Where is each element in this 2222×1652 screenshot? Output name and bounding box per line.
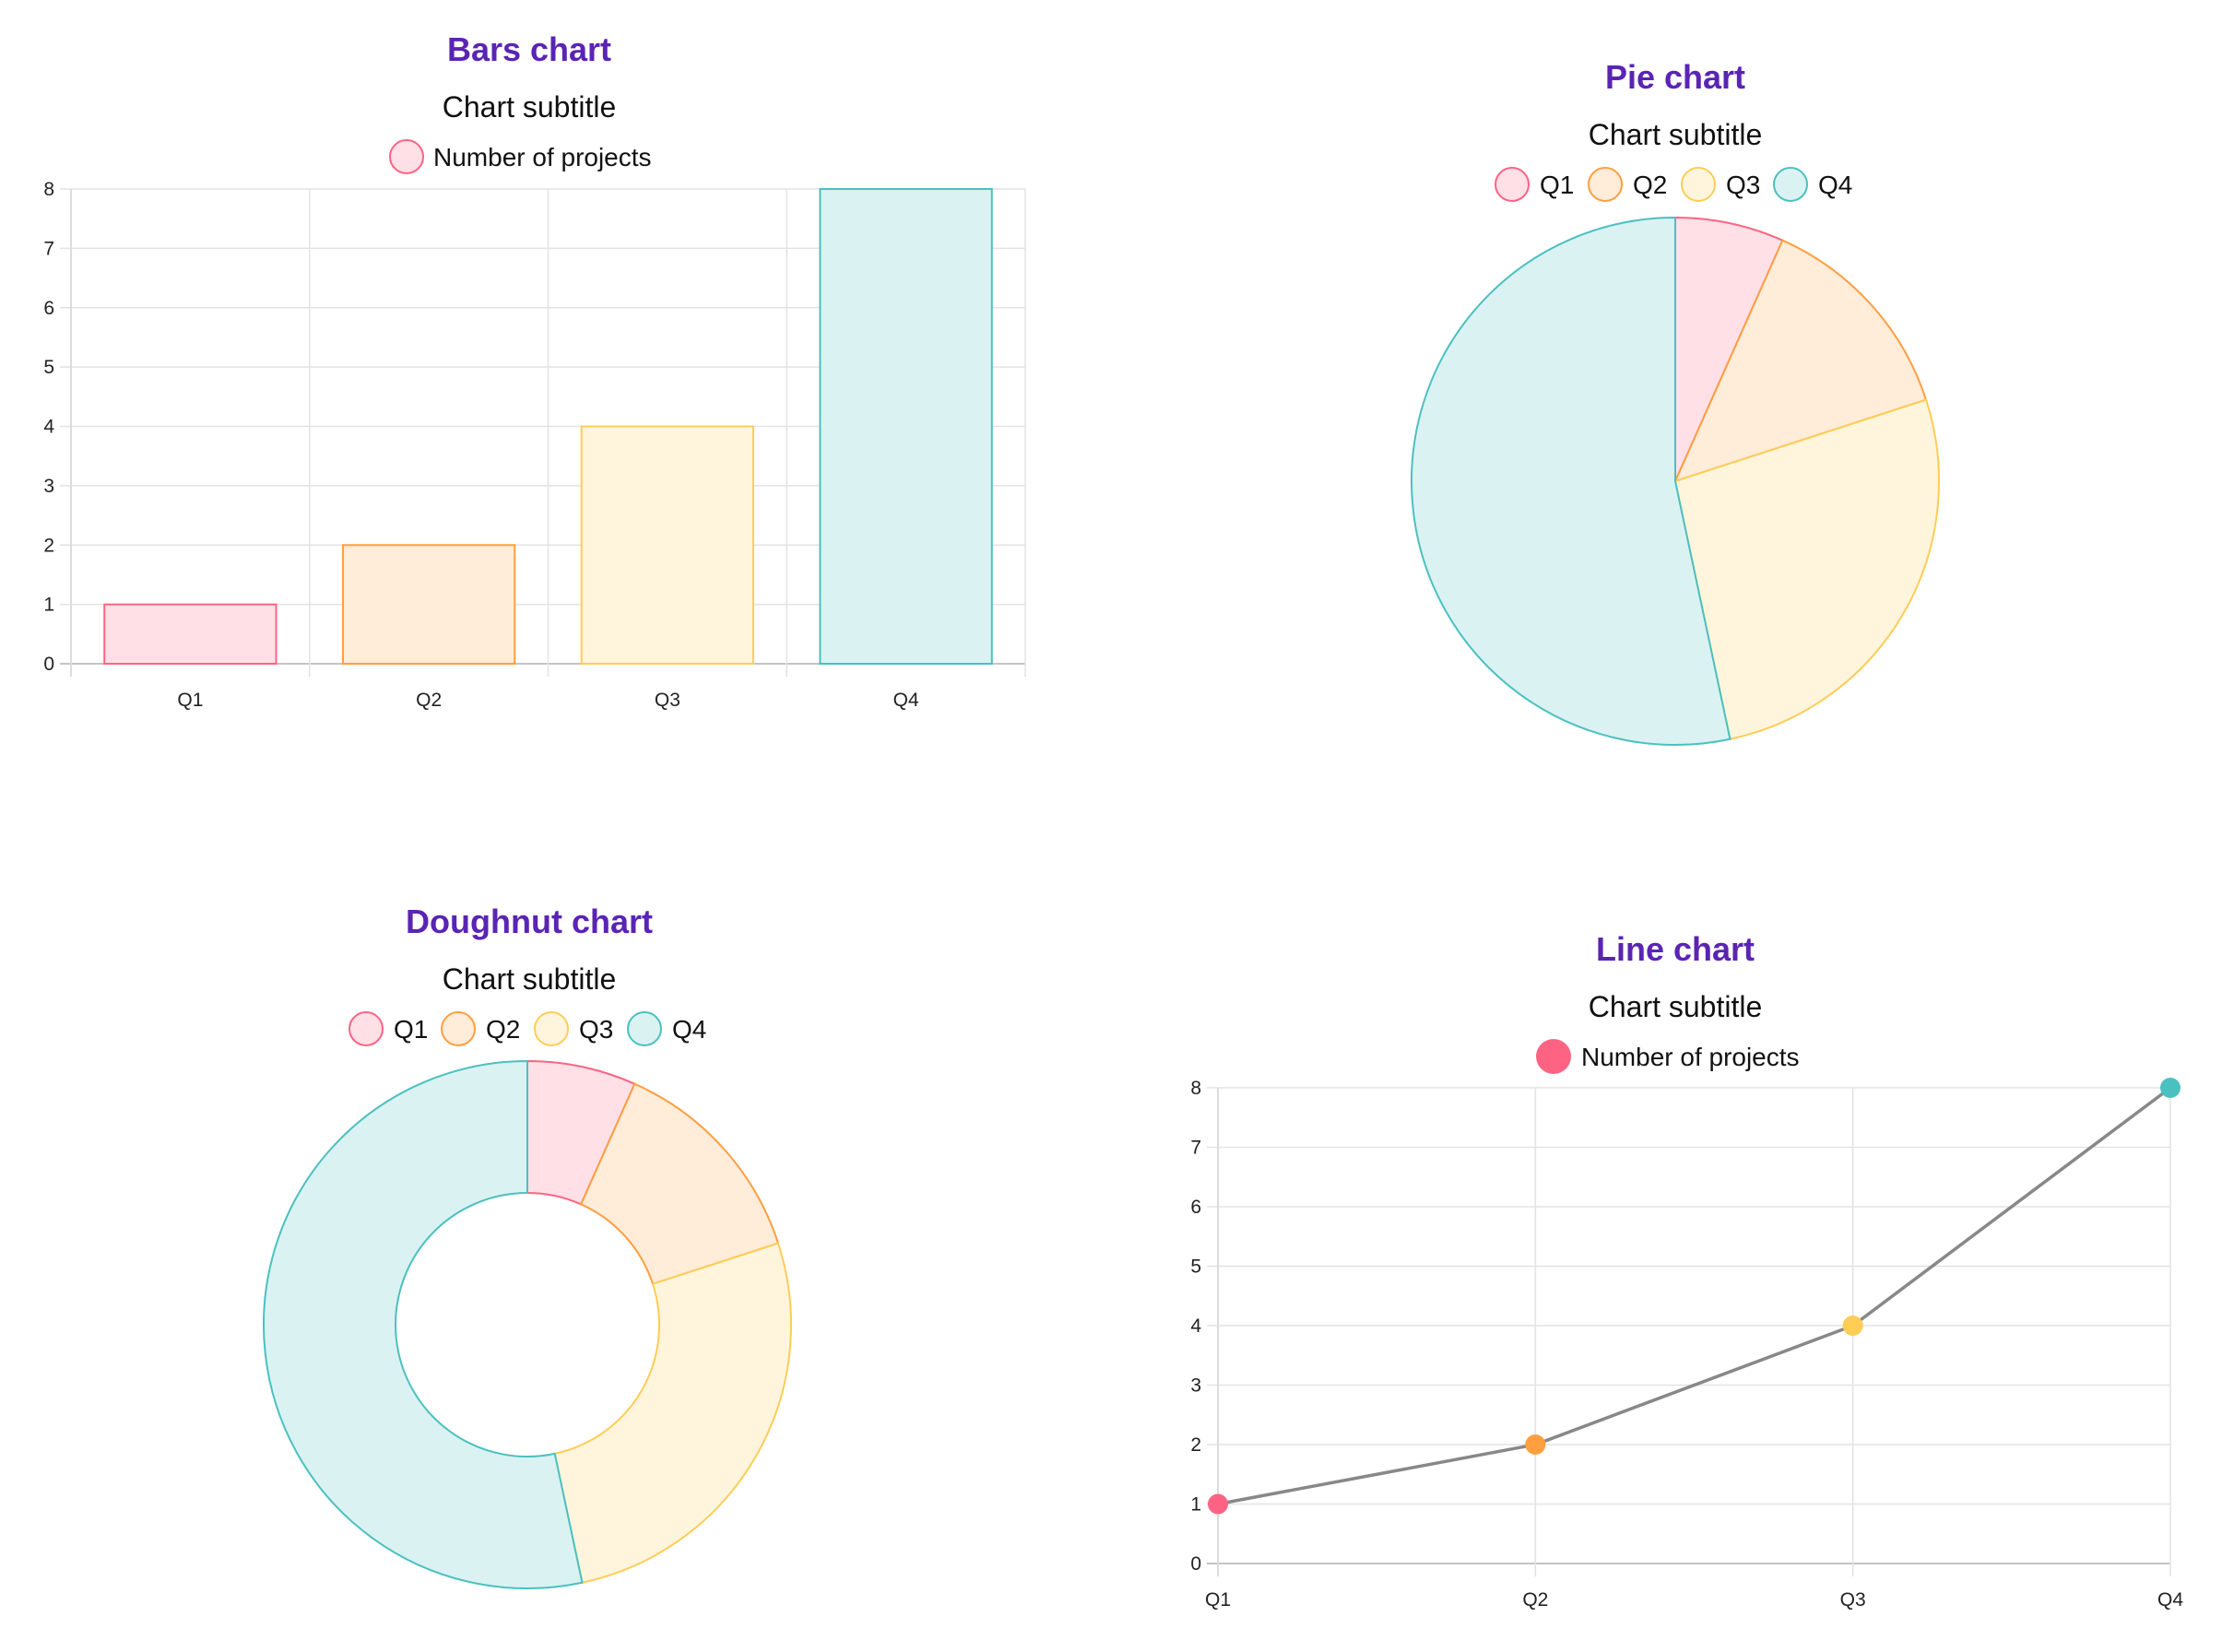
legend-label-q1[interactable]: Q1 [1540, 171, 1574, 199]
bar-chart-x-axis: Q1 Q2 Q3 Q4 [177, 690, 919, 711]
bar-q1[interactable] [103, 603, 278, 665]
slice-q2[interactable] [1673, 239, 1928, 483]
line-chart-grid [1207, 1087, 2171, 1576]
legend-swatch-q4[interactable] [1773, 167, 1808, 202]
line-chart: Line chart Chart subtitle Number of proj… [1190, 930, 2183, 1611]
doughnut-chart-title: Doughnut chart [406, 903, 653, 940]
legend-swatch-number-of-projects[interactable] [389, 139, 424, 174]
point-q3[interactable] [1842, 1316, 1863, 1336]
y-tick-label: 5 [43, 357, 54, 378]
doughnut-chart-legend: Q1 Q2 Q3 Q4 [349, 1011, 706, 1046]
legend-swatch-q2[interactable] [1588, 167, 1623, 202]
y-tick-label: 4 [1190, 1316, 1201, 1337]
bar-chart: Bars chart Chart subtitle Number of proj… [43, 30, 1026, 711]
legend-label-q1[interactable]: Q1 [394, 1015, 428, 1044]
doughnut-chart: Doughnut chart Chart subtitle Q1 Q2 Q3 Q… [263, 903, 792, 1589]
pie-chart-title: Pie chart [1605, 58, 1745, 96]
y-tick-label: 1 [43, 595, 54, 616]
legend-label-q2[interactable]: Q2 [1633, 171, 1667, 199]
legend-label-q4[interactable]: Q4 [672, 1015, 706, 1044]
point-q1[interactable] [1208, 1493, 1228, 1515]
y-tick-label: 0 [43, 654, 54, 675]
bar-chart-y-axis: 0 1 2 3 4 5 6 7 8 [43, 179, 54, 675]
line-chart-x-axis: Q1 Q2 Q3 Q4 [1205, 1589, 2183, 1611]
y-tick-label: 7 [43, 238, 54, 259]
legend-swatch-q3[interactable] [1681, 167, 1716, 202]
line-chart-legend: Number of projects [1536, 1039, 1800, 1074]
y-tick-label: 2 [43, 535, 54, 556]
y-tick-label: 3 [43, 476, 54, 497]
doughnut-chart-slices [263, 1059, 792, 1589]
legend-swatch-q1[interactable] [349, 1011, 384, 1046]
x-tick-label-q1: Q1 [177, 690, 203, 711]
y-tick-label: 7 [1190, 1138, 1201, 1159]
bar-chart-grid [60, 188, 1026, 677]
x-tick-label-q1: Q1 [1205, 1589, 1231, 1611]
legend-label-q2[interactable]: Q2 [486, 1015, 520, 1044]
doughnut-chart-subtitle: Chart subtitle [443, 962, 617, 996]
slice-q2[interactable] [579, 1082, 780, 1286]
x-tick-label-q2: Q2 [416, 690, 442, 711]
pie-chart-subtitle: Chart subtitle [1589, 118, 1763, 151]
legend-label-q3[interactable]: Q3 [1726, 171, 1760, 199]
slice-q3[interactable] [1673, 398, 1940, 740]
bar-chart-legend: Number of projects [389, 139, 652, 174]
pie-chart: Pie chart Chart subtitle Q1 Q2 Q3 Q4 [1411, 58, 1940, 746]
bar-chart-title: Bars chart [447, 30, 611, 68]
bar-q2[interactable] [341, 544, 516, 665]
bar-chart-bars [103, 188, 993, 665]
legend-swatch-q2[interactable] [441, 1011, 476, 1046]
y-tick-label: 3 [1190, 1375, 1201, 1397]
y-tick-label: 4 [43, 417, 54, 438]
y-tick-label: 8 [1190, 1078, 1201, 1099]
y-tick-label: 5 [1190, 1257, 1201, 1278]
legend-swatch-q1[interactable] [1495, 167, 1530, 202]
x-tick-label-q4: Q4 [2157, 1589, 2183, 1611]
line-chart-title: Line chart [1596, 930, 1755, 968]
line-chart-series [1208, 1078, 2181, 1515]
y-tick-label: 0 [1190, 1553, 1201, 1575]
legend-label-number-of-projects[interactable]: Number of projects [433, 143, 652, 171]
y-tick-label: 8 [43, 179, 54, 200]
y-tick-label: 6 [43, 298, 54, 319]
line-chart-y-axis: 0 1 2 3 4 5 6 7 8 [1190, 1078, 1201, 1575]
slice-q4[interactable] [1411, 216, 1732, 746]
bar-chart-subtitle: Chart subtitle [443, 90, 617, 124]
x-tick-label-q2: Q2 [1522, 1589, 1548, 1611]
legend-label-q4[interactable]: Q4 [1818, 171, 1852, 199]
pie-chart-legend: Q1 Q2 Q3 Q4 [1495, 167, 1852, 202]
bar-q4[interactable] [819, 188, 993, 665]
legend-swatch-q3[interactable] [534, 1011, 569, 1046]
y-tick-label: 6 [1190, 1197, 1201, 1218]
point-q4[interactable] [2160, 1078, 2181, 1098]
x-tick-label-q3: Q3 [1840, 1589, 1866, 1611]
legend-swatch-q4[interactable] [627, 1011, 662, 1046]
pie-chart-slices [1411, 216, 1940, 746]
x-tick-label-q4: Q4 [893, 690, 919, 711]
slice-q1[interactable] [1674, 216, 1784, 482]
legend-label-q3[interactable]: Q3 [579, 1015, 613, 1044]
slice-q4[interactable] [263, 1059, 584, 1589]
line-series-number-of-projects [1217, 1086, 2172, 1506]
line-chart-subtitle: Chart subtitle [1589, 990, 1763, 1023]
legend-swatch-number-of-projects[interactable] [1536, 1039, 1571, 1074]
bar-q3[interactable] [580, 425, 755, 665]
y-tick-label: 2 [1190, 1434, 1201, 1456]
point-q2[interactable] [1525, 1434, 1546, 1455]
x-tick-label-q3: Q3 [655, 690, 680, 711]
y-tick-label: 1 [1190, 1494, 1201, 1516]
slice-q3[interactable] [553, 1242, 792, 1584]
legend-label-number-of-projects[interactable]: Number of projects [1581, 1043, 1800, 1071]
